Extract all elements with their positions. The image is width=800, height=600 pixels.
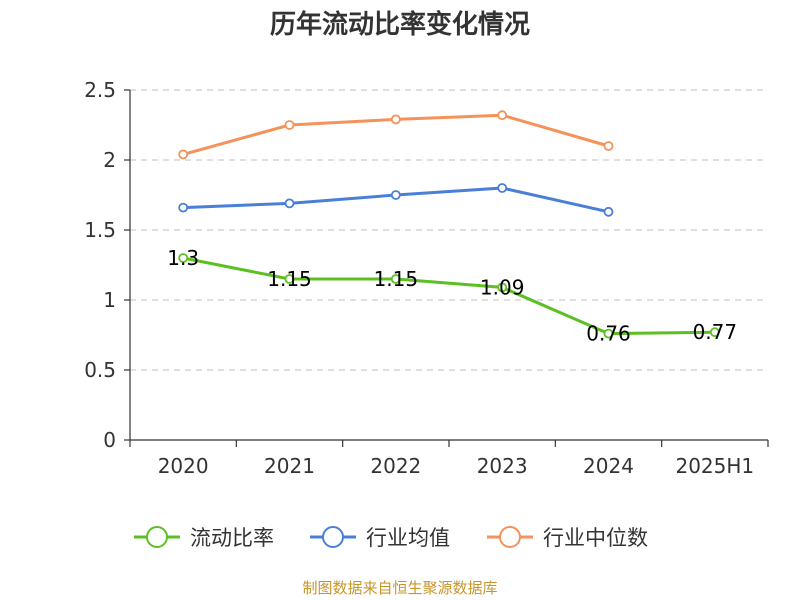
data-point [178,253,189,263]
data-point [178,202,189,213]
y-tick-label: 0.5 [84,358,116,382]
x-tick-label: 2021 [264,454,315,478]
data-label: 1.15 [267,267,312,291]
chart-title: 历年流动比率变化情况 [270,9,530,40]
data-point [497,110,508,121]
x-tick-label: 2025H1 [675,454,754,478]
series-line [182,256,715,336]
x-tick-label: 2024 [583,454,634,478]
series-1 [178,183,614,217]
data-point [603,206,614,217]
legend-label: 行业中位数 [543,526,648,550]
legend-label: 流动比率 [190,526,274,550]
data-point [603,328,614,339]
data-point [284,274,295,284]
data-point [390,114,401,125]
legend-marker-icon [146,526,168,548]
y-tick-label: 1 [103,288,116,312]
data-label: 1.09 [480,275,525,299]
data-point [284,198,295,209]
data-label: 1.15 [374,267,419,291]
data-point [178,149,189,160]
legend-marker-icon [322,526,344,548]
data-point [603,141,614,151]
x-tick-label: 2020 [158,454,209,478]
series-2 [178,110,614,160]
legend-label: 行业均值 [366,526,450,550]
source-note: 制图数据来自恒生聚源数据库 [302,579,497,597]
grid-lines [130,89,768,371]
data-point [497,183,508,193]
data-point [390,274,401,284]
data-label: 0.77 [693,320,738,344]
legend-marker-icon [499,526,521,548]
data-point [390,190,401,200]
data-label: 1.3 [167,246,199,270]
legend-item[interactable]: 行业均值 [310,526,450,550]
x-tick-label: 2022 [370,454,421,478]
legend[interactable]: 流动比率 行业均值 行业中位数 [134,526,648,550]
axes: 0 0.5 1 1.5 2 2.5 2020 2021 2022 2023 2024 2025H1 [84,78,769,478]
legend-item[interactable]: 行业中位数 [487,526,648,550]
series-layer [178,110,720,339]
y-tick-label: 2.5 [84,78,116,102]
data-point [709,327,720,338]
x-tick-label: 2023 [477,454,528,478]
legend-item[interactable]: 流动比率 [134,526,274,550]
y-tick-label: 0 [103,428,116,452]
y-tick-label: 1.5 [84,218,116,242]
data-labels: 1.3 1.15 1.15 1.09 0.76 0.77 [167,246,737,346]
data-label: 0.76 [586,322,631,346]
series-0 [178,253,720,339]
data-point [284,120,295,130]
data-point [497,282,508,293]
y-tick-label: 2 [103,148,116,172]
